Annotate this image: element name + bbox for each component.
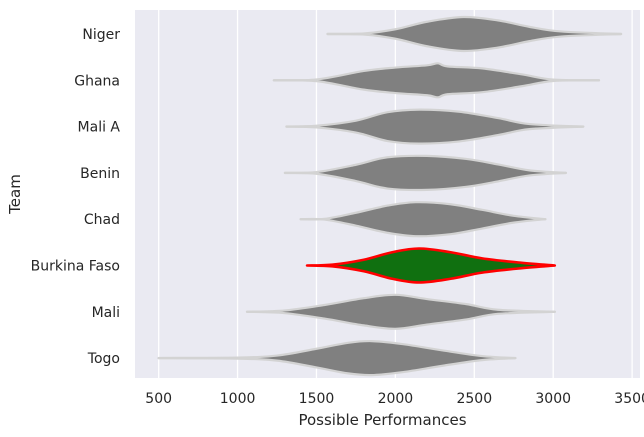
x-axis-label: Possible Performances bbox=[298, 411, 466, 429]
y-tick-label: Ghana bbox=[74, 73, 120, 89]
y-tick-label: Chad bbox=[84, 212, 120, 228]
x-tick-labels: 500 1000 1500 2000 2500 3000 3500 bbox=[145, 391, 644, 407]
violin-mali bbox=[245, 293, 556, 330]
violin-niger bbox=[326, 15, 623, 53]
x-tick-label: 3000 bbox=[535, 391, 571, 407]
violin-burkina-faso bbox=[305, 247, 557, 284]
x-tick-label: 1500 bbox=[299, 391, 335, 407]
violin-body bbox=[245, 293, 556, 330]
violin-chad bbox=[299, 201, 547, 238]
y-tick-labels: Niger Ghana Mali A Benin Chad Burkina Faso Mal… bbox=[31, 27, 121, 367]
y-tick-label: Togo bbox=[87, 351, 120, 367]
x-tick-label: 1000 bbox=[220, 391, 256, 407]
x-tick-label: 500 bbox=[145, 391, 172, 407]
violin-body bbox=[299, 201, 547, 238]
violin-togo bbox=[157, 339, 517, 377]
y-tick-label: Niger bbox=[82, 27, 120, 43]
y-tick-label: Benin bbox=[80, 166, 120, 182]
x-tick-label: 2500 bbox=[456, 391, 492, 407]
violin-body bbox=[283, 154, 567, 192]
violin-ghana bbox=[272, 62, 601, 99]
violin-body bbox=[326, 15, 623, 53]
violin-body bbox=[272, 62, 601, 99]
y-tick-label: Mali A bbox=[78, 120, 121, 136]
violin-benin bbox=[283, 154, 568, 192]
violin-body bbox=[157, 339, 517, 377]
violin-body bbox=[285, 108, 585, 145]
violin-mali-a bbox=[285, 108, 585, 145]
y-axis-label: Team bbox=[6, 174, 24, 215]
y-tick-label: Mali bbox=[92, 305, 120, 321]
x-tick-label: 2000 bbox=[378, 391, 414, 407]
x-tick-label: 3500 bbox=[614, 391, 644, 407]
violin-body bbox=[305, 247, 557, 284]
violins bbox=[157, 15, 623, 377]
y-tick-label: Burkina Faso bbox=[31, 259, 120, 275]
